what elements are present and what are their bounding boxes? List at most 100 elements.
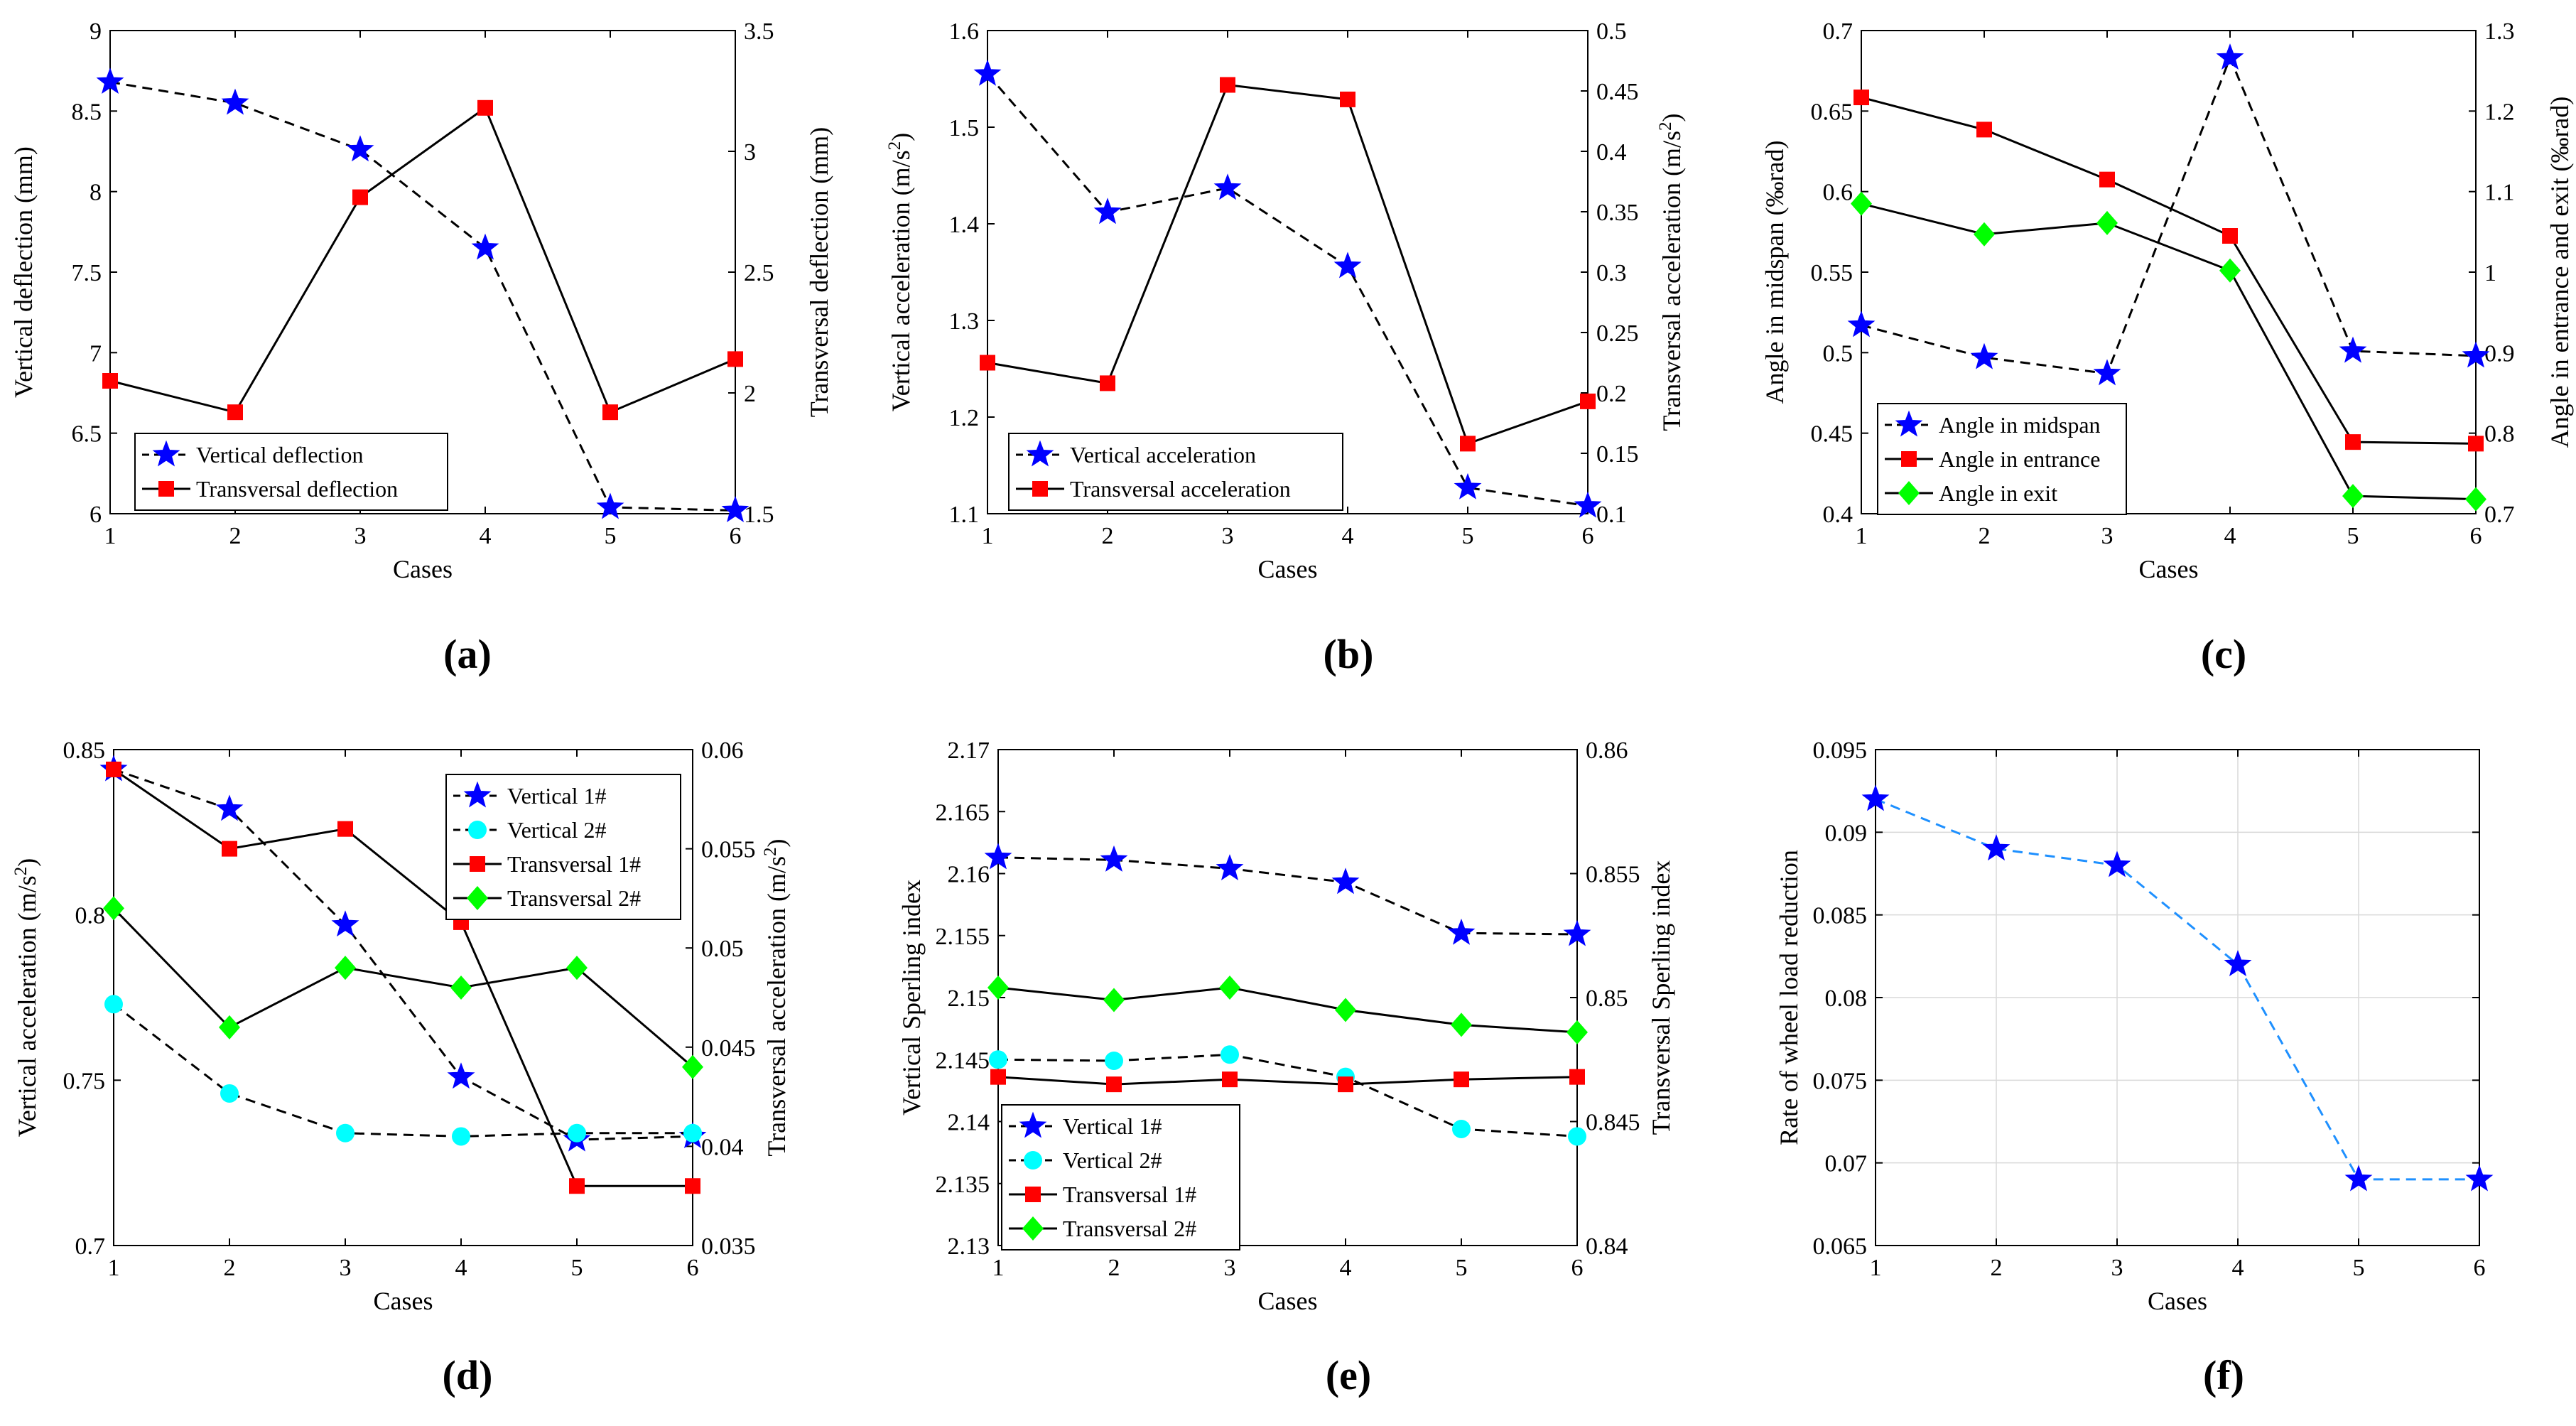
y-left-tick-label: 0.07 [1825,1151,1868,1177]
data-point-square [990,1069,1006,1085]
x-tick-label: 6 [730,523,742,549]
y-right-tick-label: 0.855 [1586,862,1640,888]
y-left-tick-label: 0.8 [75,903,106,929]
x-tick-label: 2 [1108,1255,1120,1281]
data-point-circle [683,1123,702,1143]
x-axis-label: Cases [374,1287,433,1315]
y-left-tick-label: 0.4 [1823,502,1853,528]
data-point-star [215,794,244,821]
data-point-star [2339,336,2367,363]
data-point-square [1222,1071,1238,1088]
y-right-tick-label: 1.2 [2484,99,2515,125]
y-left-tick-label: 2.155 [936,924,990,950]
x-tick-label: 2 [1979,523,1991,549]
y-left-tick-label: 6 [90,502,102,528]
x-tick-label: 2 [1991,1255,2003,1281]
x-tick-label: 2 [1102,523,1114,549]
y-left-tick-label: 0.065 [1813,1233,1868,1260]
legend-entry: Angle in entrance [1939,446,2100,472]
y-left-tick-label: 0.7 [1823,18,1853,45]
x-tick-label: 5 [571,1255,583,1281]
data-point-diamond [2465,487,2486,512]
data-point-star [1331,868,1360,895]
data-point-square [1853,90,1869,106]
data-point-diamond [1219,976,1240,1000]
legend-marker-square [1025,1187,1041,1202]
data-point-square [727,351,743,367]
x-axis-label: Cases [1258,1287,1318,1315]
y-left-tick-label: 6.5 [72,421,102,448]
legend-marker-star [152,440,180,467]
data-point-star [1216,854,1244,881]
legend-marker-circle [1024,1151,1042,1170]
y-left-tick-label: 0.85 [63,738,106,764]
data-point-square [1338,1076,1353,1093]
data-point-diamond [566,956,588,981]
data-point-star [221,88,249,115]
data-point-diamond [1335,998,1356,1022]
data-point-star [721,496,749,522]
y-right-tick-label: 0.06 [701,738,744,764]
y-right-tick-label: 0.04 [701,1134,744,1160]
y-left-tick-label: 8 [90,180,102,206]
y-right-tick-label: 2 [744,381,756,407]
y-left-tick-label: 2.14 [948,1110,990,1136]
data-point-star [1093,198,1122,225]
data-point-square [1340,91,1355,107]
y-left-axis-label: Vertical Sperling index [897,880,926,1116]
data-point-diamond [1851,191,1872,216]
x-tick-label: 5 [1462,523,1474,549]
data-point-star [1970,342,1998,369]
data-point-square [2468,436,2484,452]
y-right-axis-label: Angle in entrance and exit (‰rad) [2545,97,2574,448]
chart-panel-a: 1 2 3 4 5 6 Cases 6 6.5 7 7.5 8 8.5 9 Vertical deflect… [9,18,833,677]
y-left-tick-label: 0.095 [1813,738,1868,764]
x-axis-label: Cases [393,555,453,583]
y-left-tick-label: 1.6 [949,18,980,45]
data-point-square [1460,436,1476,452]
data-point-circle [568,1123,586,1143]
y-right-tick-label: 0.15 [1596,441,1639,468]
y-right-axis-label: Transversal acceleration (m/s2) [761,838,791,1156]
data-point-circle [220,1084,239,1103]
x-tick-label: 4 [455,1255,467,1281]
x-tick-label: 4 [2224,523,2236,549]
x-tick-label: 5 [2353,1255,2365,1281]
legend-marker-square [1032,481,1048,497]
x-tick-label: 1 [1856,523,1868,549]
data-point-star [2216,43,2244,70]
chart-panel-d: 1 2 3 4 5 6 Cases 0.7 0.75 0.8 0.85 Vertical accele… [11,738,791,1398]
x-tick-label: 3 [2101,523,2114,549]
data-point-star [1861,784,1890,811]
y-right-tick-label: 0.045 [701,1035,756,1062]
data-point-circle [452,1127,470,1146]
series-line-2 [1861,96,2477,445]
legend: Vertical acceleration Transversal acceler… [1008,433,1343,511]
x-tick-label: 6 [687,1255,699,1281]
data-point-square [1569,1069,1585,1085]
y-left-tick-label: 0.45 [1811,421,1853,448]
series-line-1 [997,856,1578,936]
data-point-diamond [2219,258,2241,283]
series-line-4 [997,986,1578,1034]
y-left-axis-label: Vertical deflection (mm) [9,146,38,398]
data-point-star [2462,341,2490,368]
y-left-tick-label: 8.5 [72,99,102,125]
x-axis-label: Cases [1258,555,1318,583]
y-right-tick-label: 0.055 [701,837,756,863]
x-tick-label: 6 [1571,1255,1584,1281]
data-point-square [222,841,237,857]
data-point-diamond [335,956,356,981]
x-tick-label: 5 [605,523,617,549]
x-tick-label: 1 [108,1255,120,1281]
y-left-tick-label: 1.3 [949,308,980,335]
legend-marker-square [158,481,174,497]
x-tick-label: 1 [1870,1255,1882,1281]
legend-box [1008,433,1343,511]
series-line-2 [987,83,1589,445]
x-tick-label: 6 [2470,523,2482,549]
chart-panel-b: 1 2 3 4 5 6 Cases 1.1 1.2 1.3 1.4 1.5 1.6 Vertical ac… [885,18,1687,677]
y-left-tick-label: 0.65 [1811,99,1853,125]
data-point-circle [104,995,123,1014]
x-tick-label: 5 [2347,523,2359,549]
